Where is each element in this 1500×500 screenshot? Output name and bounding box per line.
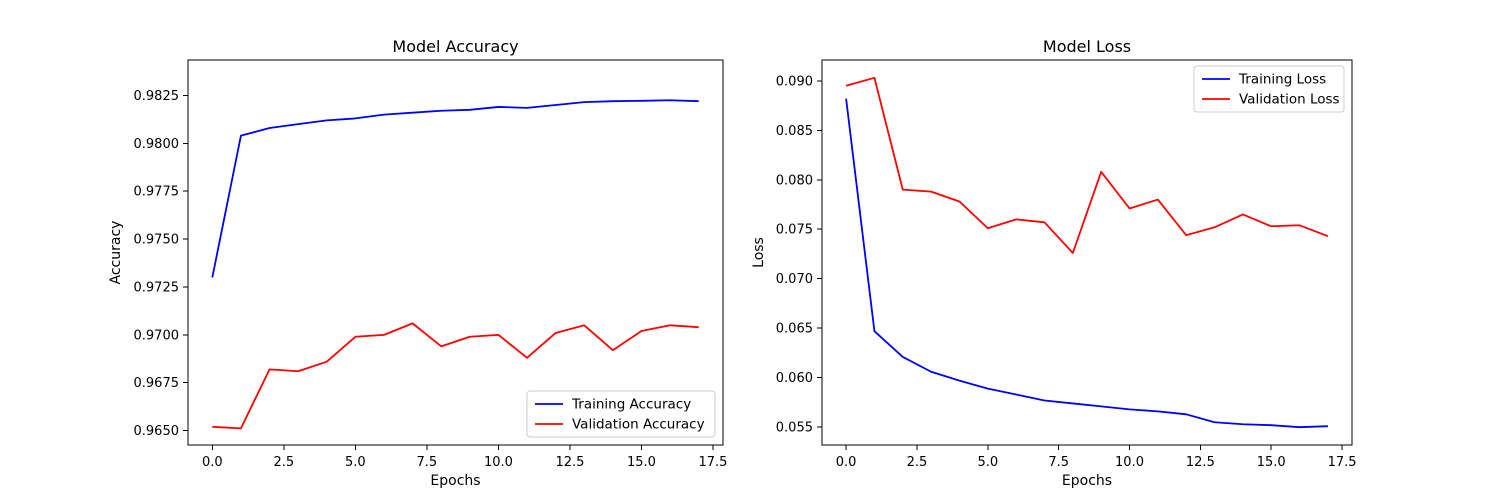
legend-box (1193, 65, 1345, 113)
x-tick-label: 7.5 (417, 455, 438, 470)
x-tick-label: 15.0 (627, 455, 656, 470)
series-line-training (211, 99, 699, 278)
x-tick-label: 10.0 (1115, 455, 1144, 470)
series-line-validation (845, 76, 1329, 254)
y-tick-label: 0.065 (776, 322, 813, 337)
legend-label: Training Accuracy (571, 397, 691, 413)
legend: Training Loss Validation Loss (1193, 65, 1345, 113)
x-tick-label: 5.0 (345, 455, 366, 470)
y-tick-label: 0.9750 (134, 233, 180, 248)
legend-box (526, 390, 716, 438)
x-tick-label: 7.5 (1048, 455, 1069, 470)
y-tick-label: 0.9775 (134, 185, 180, 200)
y-tick-label: 0.9675 (134, 376, 180, 391)
y-tick-label: 0.055 (776, 421, 813, 436)
x-tick-label: 12.5 (555, 455, 584, 470)
x-tick-label: 17.5 (1328, 455, 1357, 470)
y-tick-label: 0.9800 (134, 137, 180, 152)
y-tick-label: 0.070 (776, 272, 813, 287)
x-tick-label: 0.0 (836, 455, 857, 470)
legend: Training Accuracy Validation Accuracy (526, 390, 716, 438)
x-tick-label: 2.5 (273, 455, 294, 470)
chart-accuracy: 0.0 2.5 5.0 7.5 10.0 12.5 15.0 17.5 0.9650 0.9675… (108, 37, 727, 489)
y-tick-label: 0.090 (776, 74, 813, 89)
y-tick-label: 0.080 (776, 173, 813, 188)
chart-title: Model Accuracy (392, 37, 518, 56)
y-axis-label: Accuracy (108, 221, 124, 285)
x-tick-label: 10.0 (484, 455, 513, 470)
legend-label: Validation Loss (1239, 92, 1340, 108)
x-axis-label: Epochs (1062, 473, 1112, 489)
series-line-validation (212, 322, 699, 430)
y-axis-label: Loss (751, 237, 767, 268)
legend-label: Training Loss (1238, 72, 1326, 88)
y-tick-label: 0.060 (776, 371, 813, 386)
y-tick-label: 0.075 (776, 223, 813, 238)
x-tick-label: 2.5 (907, 455, 928, 470)
chart-title: Model Loss (1043, 37, 1131, 56)
axes-frame (187, 59, 724, 446)
y-tick-label: 0.085 (776, 124, 813, 139)
legend-label: Validation Accuracy (572, 417, 705, 433)
x-tick-label: 15.0 (1257, 455, 1286, 470)
chart-loss: 0.0 2.5 5.0 7.5 10.0 12.5 15.0 17.5 0.055 0.060 0.… (751, 37, 1357, 489)
x-axis-label: Epochs (430, 473, 480, 489)
x-tick-label: 17.5 (699, 455, 728, 470)
y-tick-label: 0.9725 (134, 280, 180, 295)
y-tick-label: 0.9650 (134, 424, 180, 439)
y-tick-label: 0.9825 (134, 89, 180, 104)
x-tick-label: 5.0 (977, 455, 998, 470)
x-tick-label: 0.0 (202, 455, 223, 470)
series-line-training (845, 98, 1328, 429)
x-tick-label: 12.5 (1186, 455, 1215, 470)
axes-frame (821, 59, 1353, 446)
y-tick-label: 0.9700 (134, 328, 180, 343)
